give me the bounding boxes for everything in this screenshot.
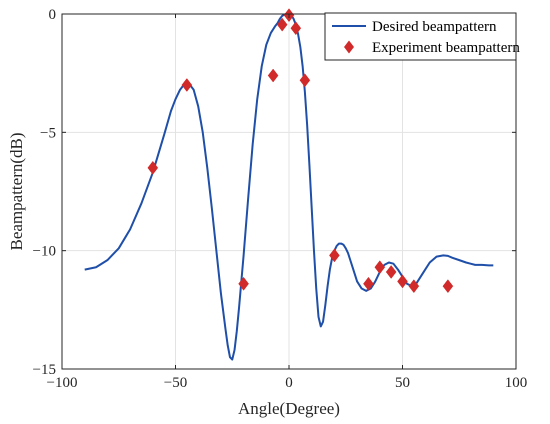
data-point-experiment bbox=[147, 160, 159, 175]
tick-marks bbox=[61, 13, 517, 370]
x-axis-label: Angle(Degree) bbox=[238, 399, 340, 418]
data-point-experiment bbox=[181, 78, 193, 92]
grid bbox=[61, 13, 517, 370]
y-axis-label: Beampattern(dB) bbox=[7, 132, 26, 250]
legend-label-desired: Desired beampattern bbox=[372, 19, 497, 35]
x-tick-label: 0 bbox=[285, 375, 293, 391]
x-tick-label: −50 bbox=[164, 375, 187, 391]
legend-box bbox=[324, 12, 517, 61]
x-tick-label: 100 bbox=[505, 375, 528, 391]
data-point-experiment bbox=[299, 73, 311, 88]
data-point-experiment bbox=[238, 276, 249, 291]
data-point-experiment bbox=[276, 17, 288, 32]
x-tick-label: −100 bbox=[47, 375, 78, 391]
data-point-experiment bbox=[397, 274, 408, 289]
y-tick-label: −15 bbox=[33, 362, 56, 378]
data-point-experiment bbox=[385, 265, 397, 279]
legend-diamond-swatch bbox=[344, 40, 354, 54]
data-point-experiment bbox=[329, 248, 340, 263]
data-point-experiment bbox=[290, 21, 302, 36]
data-point-experiment bbox=[442, 279, 454, 294]
x-tick-label: 50 bbox=[395, 375, 410, 391]
plot-series bbox=[84, 8, 494, 361]
data-point-experiment bbox=[363, 276, 374, 291]
y-tick-label: −5 bbox=[40, 125, 56, 141]
legend-label-experiment: Experiment beampattern bbox=[372, 40, 520, 56]
tick-labels: −100 −50 0 50 100 0 −5 −10 −15 bbox=[33, 7, 528, 391]
legend: Desired beampattern Experiment beampatte… bbox=[324, 12, 520, 61]
data-point-experiment bbox=[267, 68, 279, 83]
data-point-experiment bbox=[374, 260, 386, 275]
data-point-experiment bbox=[408, 279, 420, 294]
y-tick-label: −10 bbox=[33, 244, 56, 260]
y-tick-label: 0 bbox=[49, 7, 57, 23]
